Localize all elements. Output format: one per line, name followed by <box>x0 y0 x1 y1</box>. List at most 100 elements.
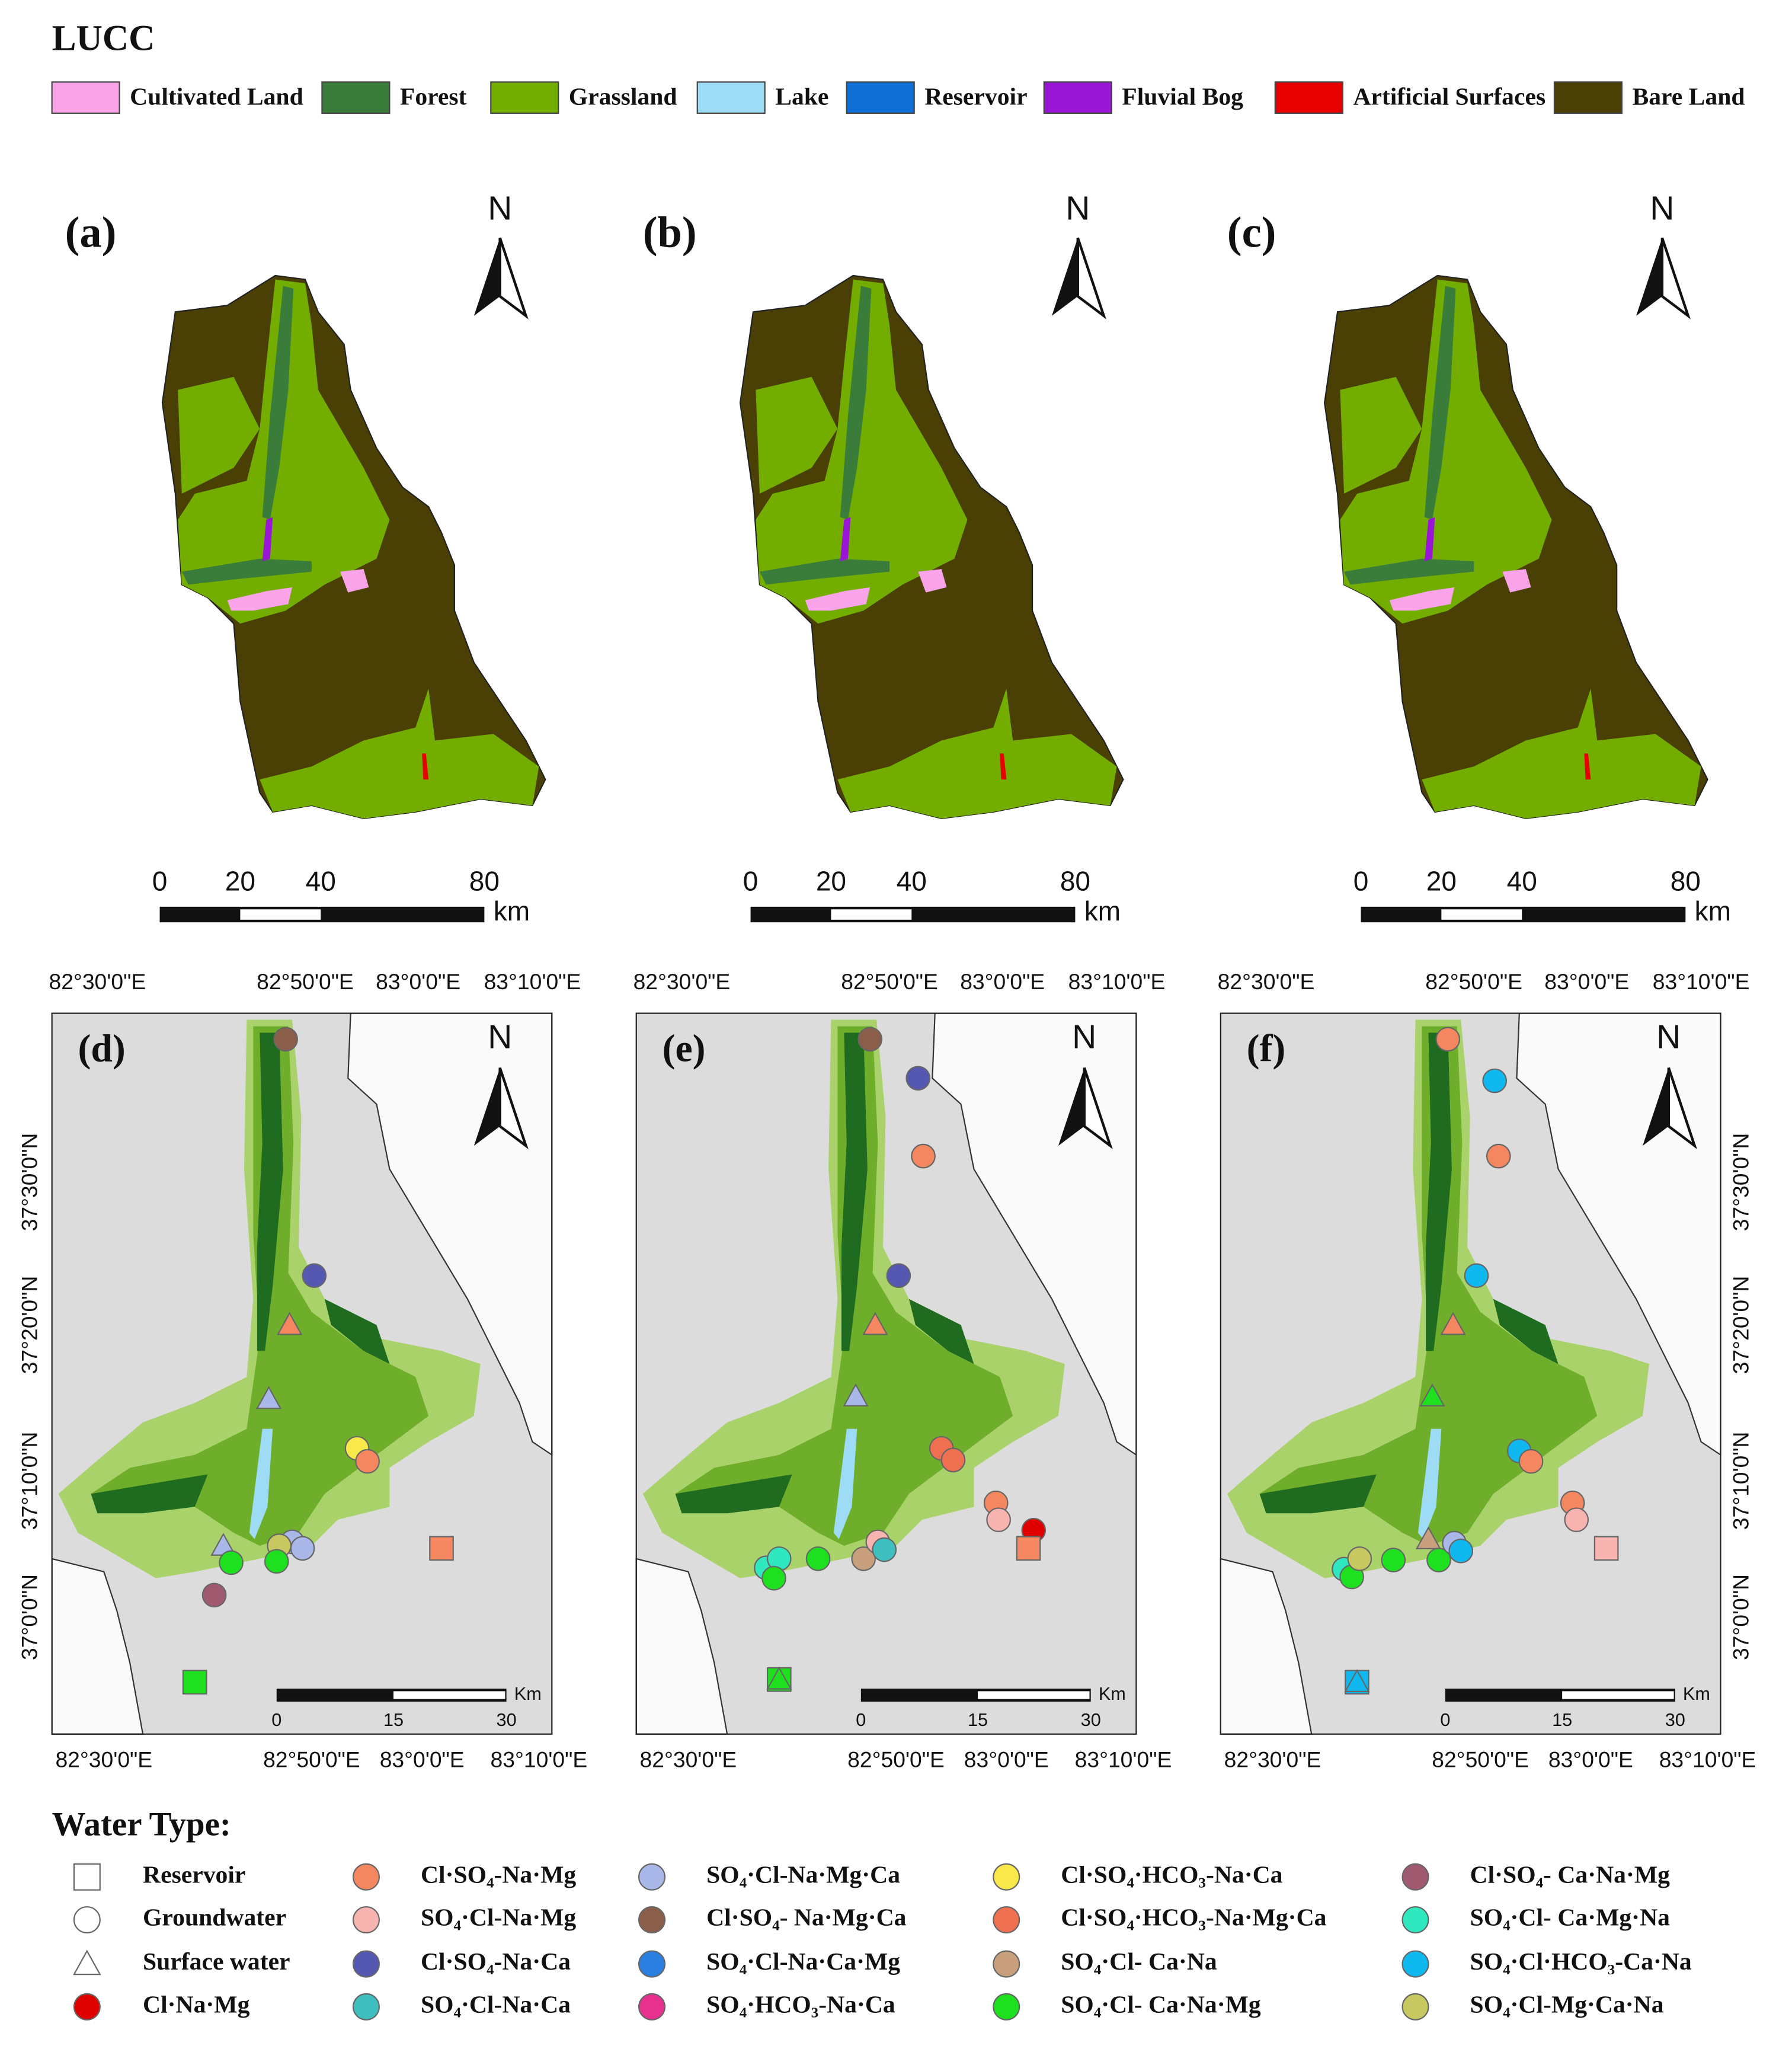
sample-point <box>201 1583 227 1608</box>
lat-label: 37°10'0"N <box>1729 1432 1753 1530</box>
lon-label: 83°0'0"E <box>960 969 1045 994</box>
sample-point <box>805 1546 831 1571</box>
legend-symbol <box>638 1906 666 1934</box>
legend-symbol <box>1401 1906 1429 1934</box>
panel-label: (b) <box>643 208 697 257</box>
legend-symbol <box>993 1993 1020 2021</box>
legend-label: Bare Land <box>1632 83 1745 110</box>
legend-label: Cl·SO₄- Ca·Na·Mg <box>1470 1861 1671 1888</box>
legend-label: Cl·SO₄·HCO₃-Na·Ca <box>1061 1861 1282 1888</box>
scale-bar <box>750 906 1076 923</box>
lat-label: 37°0'0"N <box>1729 1574 1753 1660</box>
sample-point <box>1415 1526 1442 1549</box>
legend-symbol <box>73 1863 101 1891</box>
sample-point <box>1518 1449 1544 1474</box>
legend-label: SO₄·Cl-Mg·Ca·Na <box>1470 1991 1664 2018</box>
scale-label: 0 <box>1440 1710 1450 1730</box>
scale-label: 30 <box>497 1710 517 1730</box>
scale-label: 80 <box>1671 866 1701 897</box>
legend-symbol <box>352 1950 380 1978</box>
sample-point <box>1016 1536 1041 1561</box>
scale-bar <box>831 909 912 920</box>
sample-point <box>429 1536 454 1561</box>
legend-symbol <box>1401 1950 1429 1978</box>
detail-map <box>1220 1012 1721 1735</box>
legend-label: SO₄·Cl-Na·Ca·Mg <box>706 1948 900 1975</box>
legend-symbol <box>73 1993 101 2021</box>
lat-label: 37°30'0"N <box>1729 1133 1753 1232</box>
sample-point <box>1482 1068 1508 1094</box>
sample-point <box>290 1536 315 1561</box>
sample-point <box>273 1027 298 1052</box>
scale-unit: km <box>494 896 530 926</box>
legend-swatch <box>1553 81 1623 114</box>
legend-label: Lake <box>775 83 828 110</box>
scale-unit: km <box>1695 896 1731 926</box>
scale-label: 20 <box>816 866 846 897</box>
legend-symbol <box>638 1863 666 1891</box>
lon-label: 83°10'0"E <box>491 1747 588 1772</box>
scale-label: 40 <box>306 866 336 897</box>
lon-label: 82°50'0"E <box>841 969 938 994</box>
legend-label: Reservoir <box>924 83 1027 110</box>
sample-point <box>1347 1546 1372 1571</box>
legend-symbol <box>352 1863 380 1891</box>
legend-label: Artificial Surfaces <box>1353 83 1545 110</box>
legend-label: SO₄·Cl-Na·Ca <box>421 1991 571 2018</box>
legend-label: Grassland <box>569 83 677 110</box>
north-label: N <box>488 189 512 227</box>
legend-symbol <box>993 1950 1020 1978</box>
legend-label: SO₄·Cl-Na·Mg <box>421 1904 576 1932</box>
sample-point <box>182 1670 207 1695</box>
sample-point <box>302 1263 327 1289</box>
sample-point <box>1486 1143 1511 1169</box>
sample-point <box>872 1537 897 1562</box>
lon-label: 82°50'0"E <box>257 969 354 994</box>
legend-label: SO₄·Cl- Ca·Mg·Na <box>1470 1904 1671 1932</box>
lat-label: 37°20'0"N <box>17 1276 41 1374</box>
sample-point <box>1419 1383 1445 1406</box>
lon-label: 83°0'0"E <box>376 969 460 994</box>
scale-bar <box>978 1691 1090 1699</box>
legend-symbol <box>993 1863 1020 1891</box>
legend-swatch <box>1274 81 1343 114</box>
lon-label: 83°10'0"E <box>484 969 581 994</box>
sample-point <box>1435 1027 1461 1052</box>
sample-point <box>986 1507 1011 1532</box>
legend-label: Cl·SO₄- Na·Mg·Ca <box>706 1904 907 1932</box>
legend-label: Cultivated Land <box>130 83 303 110</box>
legend-swatch <box>51 81 120 114</box>
legend-symbol <box>352 1993 380 2021</box>
scale-unit: km <box>1084 896 1121 926</box>
lon-label: 82°50'0"E <box>1425 969 1522 994</box>
lon-label: 82°50'0"E <box>263 1747 360 1772</box>
lon-label: 83°0'0"E <box>380 1747 465 1772</box>
sample-point <box>940 1447 966 1473</box>
lon-label: 83°0'0"E <box>1544 969 1629 994</box>
legend-label: SO₄·Cl-Na·Mg·Ca <box>706 1861 900 1888</box>
legend-label: Cl·SO₄-Na·Mg <box>421 1861 576 1888</box>
legend-symbol <box>352 1906 380 1934</box>
sample-point <box>851 1546 876 1571</box>
lon-label: 83°10'0"E <box>1659 1747 1756 1772</box>
lat-label: 37°10'0"N <box>17 1432 41 1530</box>
lucc-title: LUCC <box>52 18 155 59</box>
lon-label: 82°30'0"E <box>55 1747 152 1772</box>
lon-label: 82°30'0"E <box>640 1747 737 1772</box>
north-label: N <box>1656 1018 1681 1056</box>
scale-label: 15 <box>1552 1710 1572 1730</box>
sample-point <box>219 1550 244 1575</box>
scale-unit: Km <box>1683 1684 1710 1704</box>
lon-label: 82°50'0"E <box>847 1747 945 1772</box>
legend-label: Groundwater <box>143 1904 286 1932</box>
lon-label: 82°30'0"E <box>1218 969 1315 994</box>
scale-unit: Km <box>1099 1684 1126 1704</box>
sample-point <box>256 1386 282 1409</box>
sample-point <box>355 1449 380 1474</box>
lon-label: 82°50'0"E <box>1432 1747 1529 1772</box>
scale-bar <box>1361 906 1686 923</box>
legend-symbol <box>638 1950 666 1978</box>
sample-point <box>761 1565 786 1591</box>
scale-label: 0 <box>152 866 168 897</box>
legend-swatch <box>846 81 915 114</box>
